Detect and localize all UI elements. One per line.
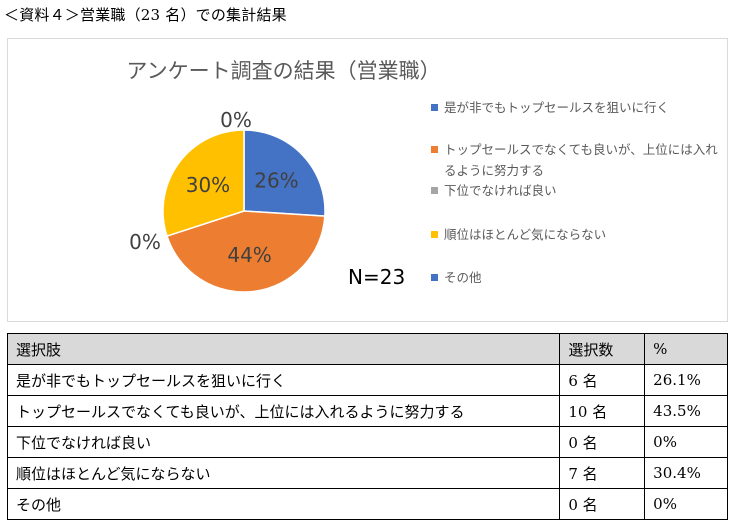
cell-percent: 0%: [644, 426, 728, 458]
cell-option: 是が非でもトップセールスを狙いに行く: [6, 364, 561, 396]
header-percent: %: [644, 333, 728, 365]
header-count: 選択数: [559, 333, 646, 365]
cell-option: トップセールスでなくても良いが、上位には入れるように努力する: [6, 395, 561, 427]
cell-percent: 0%: [644, 488, 728, 520]
cell-percent: 26.1%: [644, 364, 728, 396]
pie-slice: [166, 210, 326, 293]
legend-item: 下位でなければ良い: [431, 180, 721, 201]
legend-swatch: [431, 231, 438, 238]
cell-option: その他: [6, 488, 561, 520]
table-row: その他 0 名 0%: [6, 488, 728, 520]
cell-count: 10 名: [559, 395, 646, 427]
legend-swatch: [431, 104, 438, 111]
header-option: 選択肢: [6, 333, 561, 365]
cell-count: 6 名: [559, 364, 646, 396]
pie-plot-area: 26% 44% 0% 30% 0%: [129, 108, 326, 293]
cell-count: 0 名: [559, 426, 646, 458]
chart-title: アンケート調査の結果（営業職）: [126, 59, 441, 83]
document-heading: ＜資料４＞営業職（23 名）での集計結果: [4, 6, 287, 24]
table-header-row: 選択肢 選択数 %: [6, 333, 728, 365]
cell-percent: 30.4%: [644, 457, 728, 489]
legend-label: トップセールスでなくても良いが、上位には入れるように努力する: [444, 142, 718, 178]
legend-item: 是が非でもトップセールスを狙いに行く: [431, 97, 721, 118]
legend-item: 順位はほとんど気にならない: [431, 224, 721, 245]
cell-percent: 43.5%: [644, 395, 728, 427]
result-table: 選択肢 選択数 % 是が非でもトップセールスを狙いに行く 6 名 26.1% ト…: [6, 333, 728, 520]
slice-label: 44%: [227, 243, 271, 267]
legend-swatch: [431, 146, 438, 153]
pie-slice: [243, 129, 326, 217]
legend-label: 順位はほとんど気にならない: [444, 227, 607, 242]
legend-label: その他: [444, 270, 482, 285]
slice-label: 26%: [254, 169, 298, 193]
slice-label: 30%: [186, 173, 230, 197]
table-row: トップセールスでなくても良いが、上位には入れるように努力する 10 名 43.5…: [6, 395, 728, 427]
pie-chart: アンケート調査の結果（営業職） 26% 44% 0% 30% 0% 是が非でもトップセー…: [7, 38, 728, 322]
table-row: 順位はほとんど気にならない 7 名 30.4%: [6, 457, 728, 489]
legend-item: その他: [431, 267, 721, 288]
slice-label: 0%: [129, 230, 161, 254]
legend-label: 下位でなければ良い: [444, 183, 557, 198]
cell-count: 0 名: [559, 488, 646, 520]
legend-swatch: [431, 274, 438, 281]
sample-size-label: N=23: [348, 265, 406, 289]
legend-label: 是が非でもトップセールスを狙いに行く: [444, 100, 670, 115]
legend-item: トップセールスでなくても良いが、上位には入れるように努力する: [431, 139, 721, 181]
legend-swatch: [431, 187, 438, 194]
slice-label: 0%: [220, 108, 252, 132]
cell-count: 7 名: [559, 457, 646, 489]
table-row: 是が非でもトップセールスを狙いに行く 6 名 26.1%: [6, 364, 728, 396]
pie-slice: [162, 129, 245, 237]
cell-option: 下位でなければ良い: [6, 426, 561, 458]
cell-option: 順位はほとんど気にならない: [6, 457, 561, 489]
table-row: 下位でなければ良い 0 名 0%: [6, 426, 728, 458]
